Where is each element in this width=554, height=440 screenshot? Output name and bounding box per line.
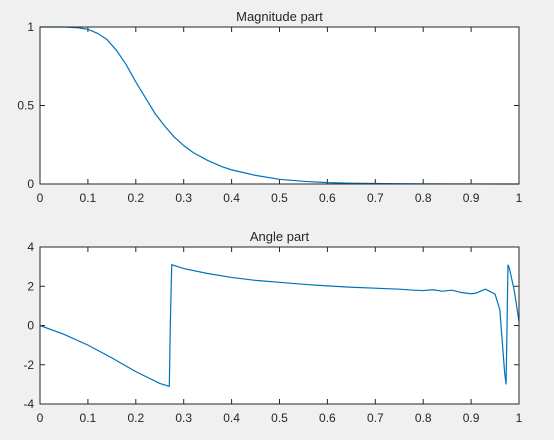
magnitude-xtick-label: 0.4 — [223, 191, 240, 205]
magnitude-ytick-label: 1 — [27, 20, 34, 34]
angle-xtick-label: 0.5 — [271, 411, 288, 425]
magnitude-xtick-label: 1 — [516, 191, 523, 205]
magnitude-plot-area — [40, 27, 519, 184]
magnitude-xtick-label: 0.9 — [463, 191, 480, 205]
magnitude-xtick-label: 0.3 — [175, 191, 192, 205]
magnitude-axes-box — [39, 26, 520, 185]
magnitude-ytick-label: 0.5 — [17, 99, 34, 113]
angle-plot-area — [40, 247, 519, 404]
angle-xtick-label: 1 — [516, 411, 523, 425]
angle-axes: Angle part 0 0.1 0.2 0.3 0.4 0.5 0.6 0.7 0.8 0.9 1… — [23, 229, 522, 425]
angle-xtick-label: 0.1 — [80, 411, 97, 425]
angle-xtick-label: 0.3 — [175, 411, 192, 425]
angle-xtick-label: 0.2 — [127, 411, 144, 425]
angle-ytick-label: 2 — [27, 279, 34, 293]
magnitude-xtick-label: 0.8 — [415, 191, 432, 205]
magnitude-xtick-label: 0 — [37, 191, 44, 205]
angle-xtick-label: 0.6 — [319, 411, 336, 425]
magnitude-axes: Magnitude part 0 0.1 0.2 0.3 0.4 0.5 0.6 0.7 0.8… — [17, 9, 522, 205]
magnitude-title: Magnitude part — [236, 9, 323, 24]
angle-axes-box — [39, 246, 520, 405]
magnitude-xtick-label: 0.7 — [367, 191, 384, 205]
angle-xtick-label: 0 — [37, 411, 44, 425]
angle-xtick-label: 0.7 — [367, 411, 384, 425]
angle-ytick-label: -2 — [23, 358, 34, 372]
angle-ytick-label: 0 — [27, 319, 34, 333]
magnitude-series-line — [40, 26, 520, 185]
angle-xtick-label: 0.4 — [223, 411, 240, 425]
angle-title: Angle part — [250, 229, 310, 244]
magnitude-xtick-label: 0.1 — [80, 191, 97, 205]
magnitude-xtick-label: 0.5 — [271, 191, 288, 205]
angle-ytick-label: 4 — [27, 240, 34, 254]
magnitude-xtick-label: 0.2 — [127, 191, 144, 205]
angle-xtick-label: 0.9 — [463, 411, 480, 425]
magnitude-ytick-label: 0 — [27, 177, 34, 191]
angle-series-line — [39, 263, 520, 388]
angle-xtick-label: 0.8 — [415, 411, 432, 425]
magnitude-ticks: 0 0.1 0.2 0.3 0.4 0.5 0.6 0.7 0.8 0.9 1 0 0.5 1 — [17, 20, 522, 205]
angle-ticks: 0 0.1 0.2 0.3 0.4 0.5 0.6 0.7 0.8 0.9 1 -4 -2 0 2 4 — [23, 240, 522, 425]
angle-ytick-label: -4 — [23, 397, 34, 411]
magnitude-xtick-label: 0.6 — [319, 191, 336, 205]
